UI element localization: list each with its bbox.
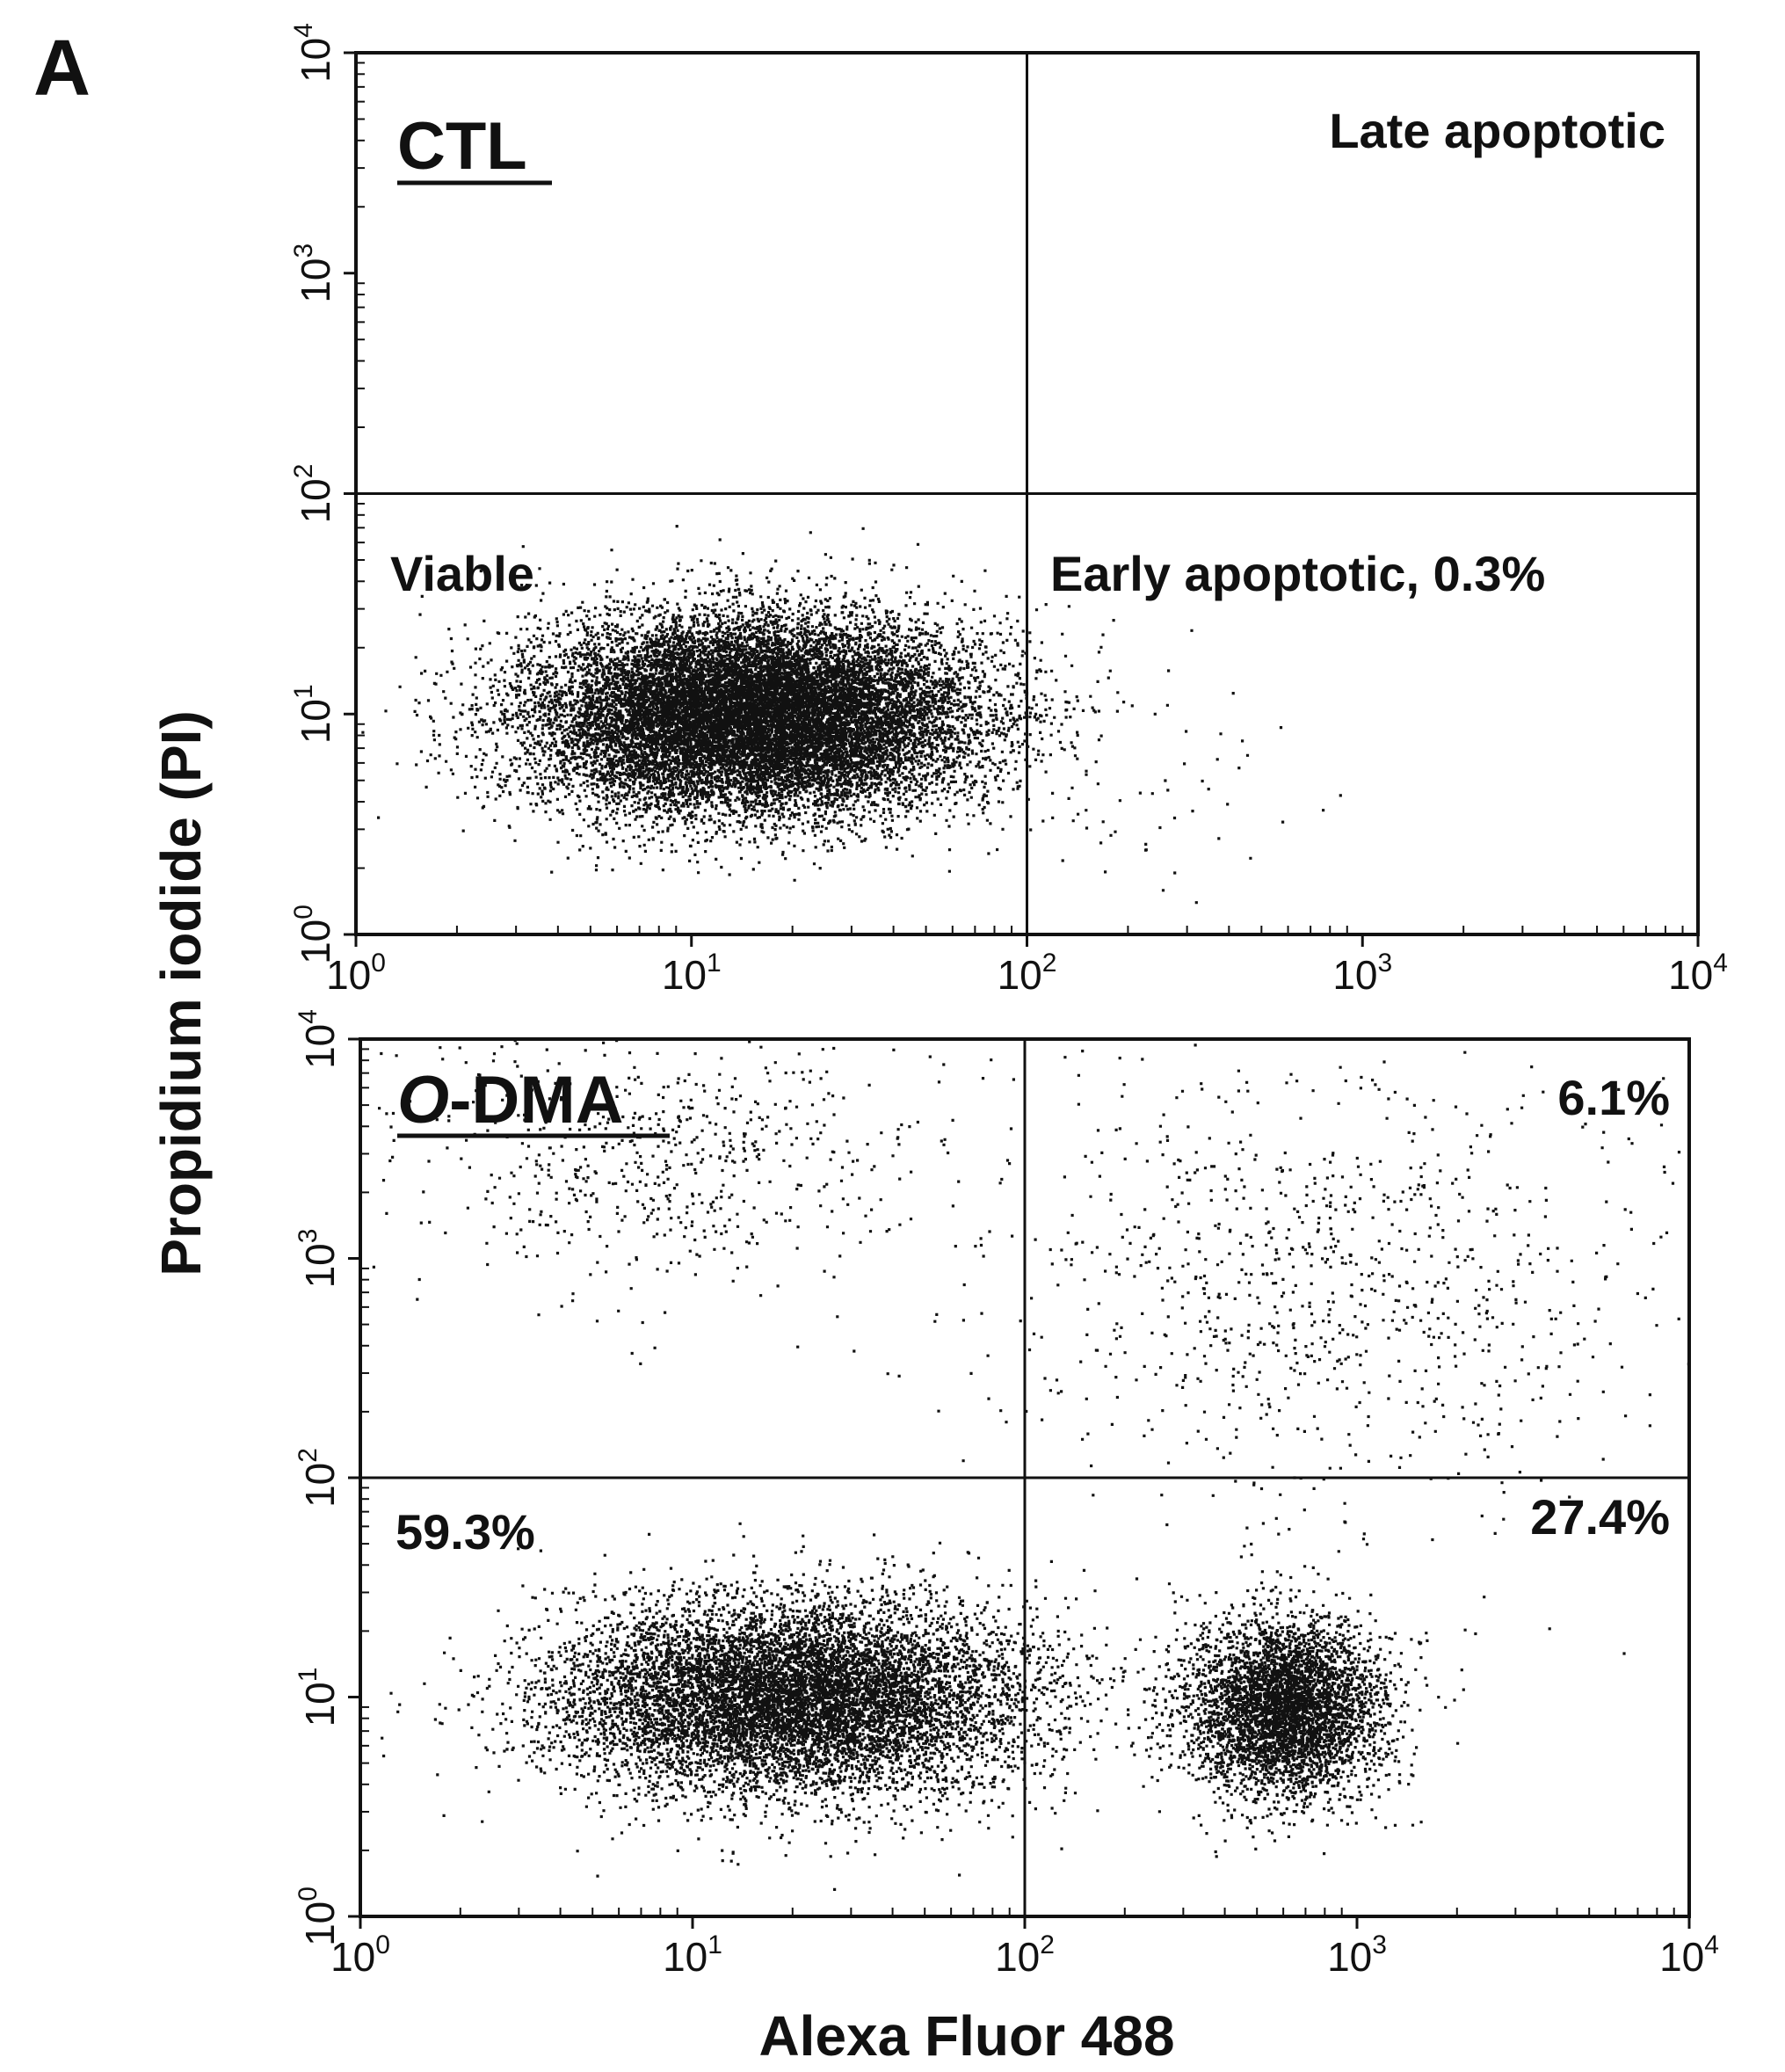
x-tick-label: 102 xyxy=(995,1930,1055,1980)
panel-ctl: 100 101 102 103 104 100 101 102 103 104 CTL Late … xyxy=(289,23,1728,998)
odma-title-suffix: -DMA xyxy=(449,1063,623,1138)
x-tick-label: 103 xyxy=(1332,949,1392,998)
x-axis-title: Alexa Fluor 488 xyxy=(758,2004,1174,2068)
odma-title: O-DMA xyxy=(397,1063,624,1138)
panel-odma: 100 101 102 103 104 100 101 102 103 104 O-DMA 6.1… xyxy=(294,1009,1719,1980)
ctl-label-early-apoptotic: Early apoptotic, 0.3% xyxy=(1050,546,1545,601)
x-tick-label: 104 xyxy=(1659,1930,1719,1980)
y-tick-label: 104 xyxy=(289,23,338,83)
x-tick-label: 100 xyxy=(326,949,386,998)
x-tick-label: 102 xyxy=(998,949,1057,998)
ctl-points xyxy=(361,525,1342,905)
panel-letter: A xyxy=(33,25,91,113)
odma-label-lower-right: 27.4% xyxy=(1530,1489,1670,1545)
scatter-points-0 xyxy=(361,525,1342,905)
y-tick-label: 101 xyxy=(289,684,338,744)
y-axis-title: Propidium iodide (PI) xyxy=(149,710,213,1276)
y-tick-label: 104 xyxy=(294,1009,343,1069)
y-tick-label: 102 xyxy=(289,464,338,524)
y-tick-label: 102 xyxy=(294,1448,343,1508)
ctl-label-viable: Viable xyxy=(390,546,534,601)
odma-points xyxy=(372,1039,1690,1891)
y-tick-label: 100 xyxy=(294,1887,343,1946)
odma-label-upper-right: 6.1% xyxy=(1557,1070,1670,1125)
y-tick-label: 101 xyxy=(294,1668,343,1727)
y-tick-label: 103 xyxy=(294,1229,343,1289)
odma-ticks: 100 101 102 103 104 100 101 102 103 104 xyxy=(294,1009,1719,1980)
x-tick-label: 100 xyxy=(330,1930,390,1980)
scatter-points-1 xyxy=(372,1039,1690,1891)
ctl-title: CTL xyxy=(397,109,527,184)
ctl-label-late-apoptotic: Late apoptotic xyxy=(1329,103,1665,158)
odma-label-lower-left: 59.3% xyxy=(395,1504,535,1559)
x-tick-label: 104 xyxy=(1668,949,1728,998)
x-tick-label: 101 xyxy=(662,949,722,998)
x-tick-label: 101 xyxy=(663,1930,722,1980)
y-tick-label: 103 xyxy=(289,244,338,303)
x-tick-label: 103 xyxy=(1327,1930,1387,1980)
y-tick-label: 100 xyxy=(289,905,338,964)
odma-title-italic: O xyxy=(397,1063,449,1138)
ctl-ticks: 100 101 102 103 104 100 101 102 103 104 xyxy=(289,23,1728,998)
